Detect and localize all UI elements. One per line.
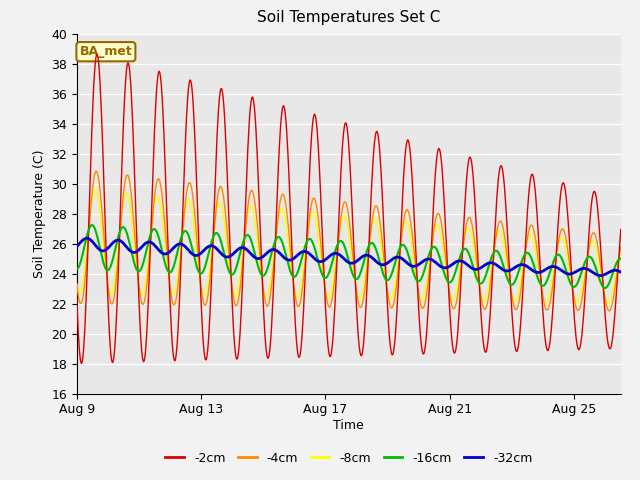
Legend: -2cm, -4cm, -8cm, -16cm, -32cm: -2cm, -4cm, -8cm, -16cm, -32cm: [160, 447, 538, 469]
X-axis label: Time: Time: [333, 419, 364, 432]
Title: Soil Temperatures Set C: Soil Temperatures Set C: [257, 11, 440, 25]
Y-axis label: Soil Temperature (C): Soil Temperature (C): [33, 149, 45, 278]
Text: BA_met: BA_met: [79, 45, 132, 58]
